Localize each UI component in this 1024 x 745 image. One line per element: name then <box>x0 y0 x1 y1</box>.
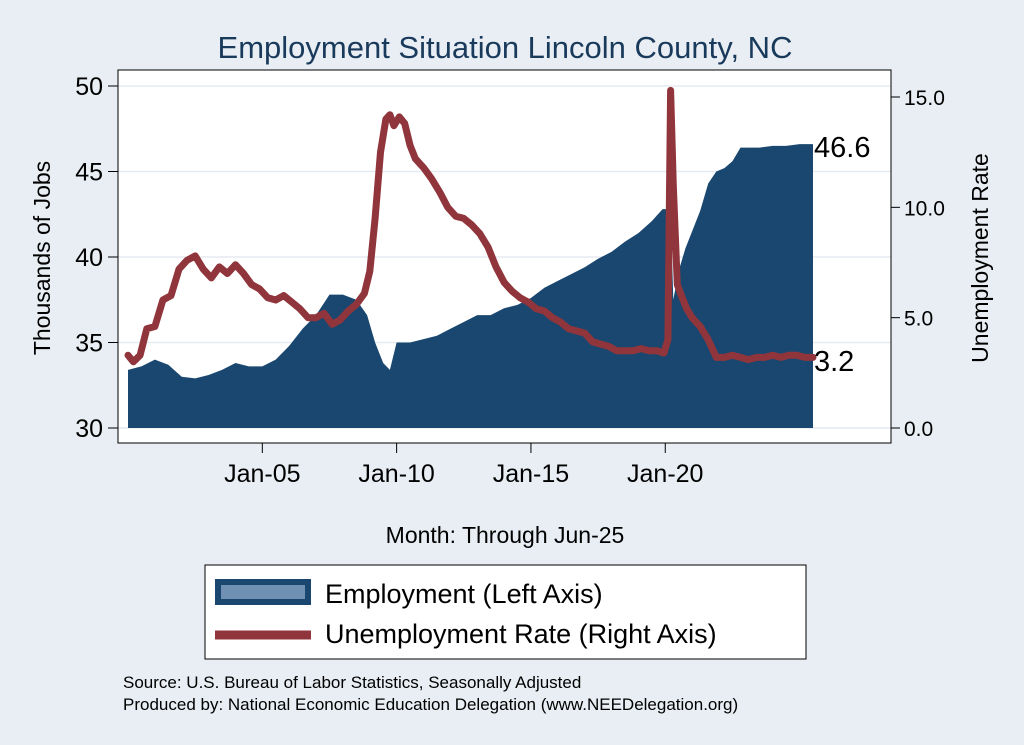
x-tick-label: Jan-05 <box>224 460 300 488</box>
unemployment-end-label: 3.2 <box>814 346 854 378</box>
x-tick-label: Jan-20 <box>627 460 703 488</box>
legend-label-employment: Employment (Left Axis) <box>325 579 603 609</box>
chart-title: Employment Situation Lincoln County, NC <box>218 30 793 65</box>
y2-axis-label: Unemployment Rate <box>967 153 993 363</box>
employment-area <box>128 144 813 428</box>
y-tick-label: 30 <box>75 415 103 443</box>
legend-swatch-employment-highlight <box>221 585 305 599</box>
y-tick-label: 50 <box>75 73 103 101</box>
employment-end-label: 46.6 <box>814 132 870 164</box>
legend-label-unemployment: Unemployment Rate (Right Axis) <box>325 619 717 649</box>
y-tick-label: 40 <box>75 244 103 272</box>
unemployment-line-layer <box>124 86 817 366</box>
y-tick-label: 45 <box>75 159 103 187</box>
produced-by-note: Produced by: National Economic Education… <box>123 695 738 714</box>
y2-tick-label: 15.0 <box>904 87 945 110</box>
y2-tick-label: 0.0 <box>904 418 933 441</box>
y-tick-label: 35 <box>75 330 103 358</box>
axes-layer: 30 35 40 45 50 0.0 5.0 10.0 15.0 Jan-05 Jan-10 Jan-… <box>75 70 945 488</box>
employment-area-layer <box>128 144 813 428</box>
source-note: Source: U.S. Bureau of Labor Statistics,… <box>123 673 581 692</box>
y2-tick-label: 10.0 <box>904 197 945 220</box>
x-axis-label: Month: Through Jun-25 <box>386 522 625 548</box>
y2-tick-label: 5.0 <box>904 308 933 331</box>
unemployment-line <box>124 86 817 366</box>
y-axis-label: Thousands of Jobs <box>29 161 55 355</box>
legend: Employment (Left Axis) Unemployment Rate… <box>204 564 807 660</box>
x-tick-label: Jan-15 <box>493 460 569 488</box>
x-tick-label: Jan-10 <box>358 460 434 488</box>
